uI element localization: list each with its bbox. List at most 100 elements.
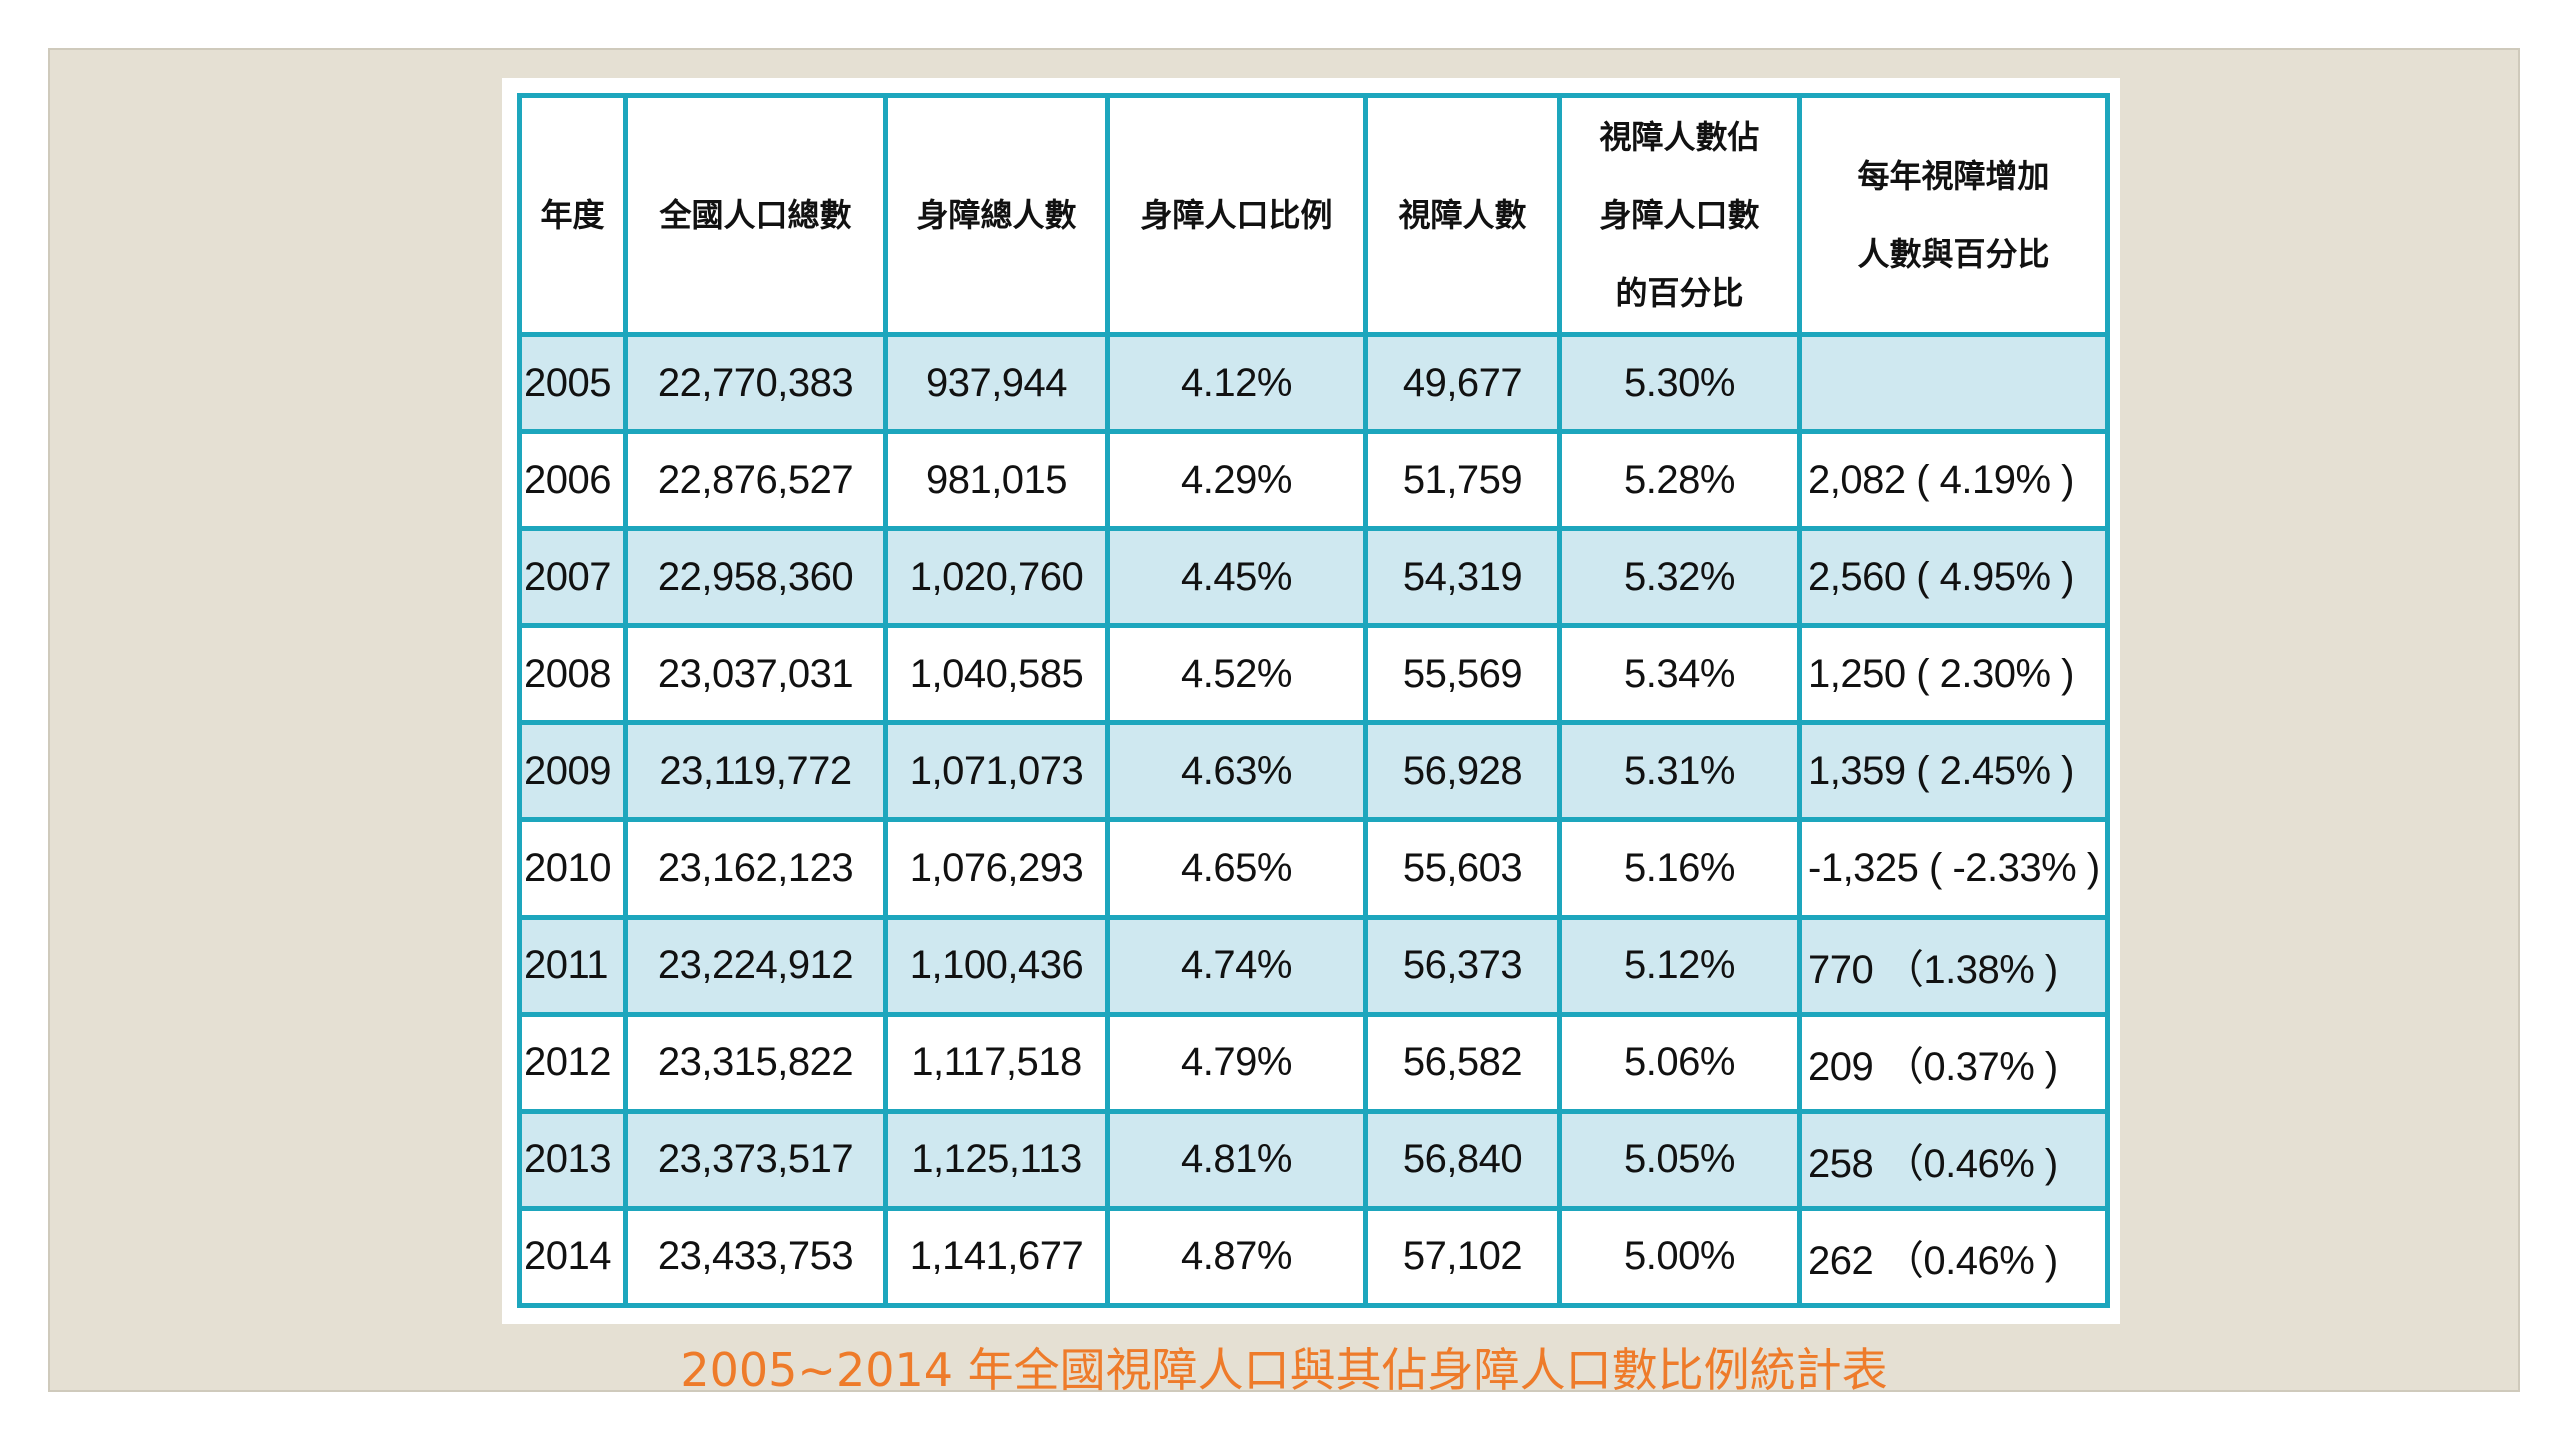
table-cell: 5.06% [1557, 1011, 1802, 1114]
table-cell: 258 （0.46% ) [1797, 1108, 2110, 1211]
table-row: 2014 23,433,753 1,141,677 4.87% 57,102 5.00% 2… [517, 1205, 2110, 1309]
table-cell: 4.65% [1105, 817, 1368, 920]
table-cell: 1,250 ( 2.30% ) [1797, 623, 2110, 726]
column-header-text: 每年視障增加 [1857, 157, 2050, 195]
table-cell: 56,840 [1363, 1108, 1562, 1211]
table-cell: 5.34% [1557, 623, 1802, 726]
table-cell: 1,117,518 [883, 1011, 1110, 1114]
column-header-text: 全國人口總數 [659, 196, 852, 234]
table-cell: 22,958,360 [623, 526, 888, 629]
slide-background: 年度 全國人口總數 身障總人數 身障人口比例 視障人數 視障人數佔 身障人口數 的百分比 每年視… [48, 48, 2520, 1397]
column-header: 每年視障增加 人數與百分比 [1797, 93, 2110, 337]
table-row: 2005 22,770,383 937,944 4.12% 49,677 5.30% [517, 331, 2110, 435]
table-row: 2009 23,119,772 1,071,073 4.63% 56,928 5.31% 1… [517, 720, 2110, 823]
table-card: 年度 全國人口總數 身障總人數 身障人口比例 視障人數 視障人數佔 身障人口數 的百分比 每年視… [502, 78, 2120, 1324]
table-cell: 5.31% [1557, 720, 1802, 823]
table-row: 2012 23,315,822 1,117,518 4.79% 56,582 5.06% 2… [517, 1011, 2110, 1114]
table-cell: 23,224,912 [623, 914, 888, 1017]
table-cell: 262 （0.46% ) [1797, 1205, 2110, 1309]
table-row: 2006 22,876,527 981,015 4.29% 51,759 5.28% 2,0… [517, 429, 2110, 532]
table-cell: 1,076,293 [883, 817, 1110, 920]
table-cell: 5.12% [1557, 914, 1802, 1017]
table-cell: 4.12% [1105, 331, 1368, 435]
table-row: 2013 23,373,517 1,125,113 4.81% 56,840 5.05% 2… [517, 1108, 2110, 1211]
table-cell: 2007 [517, 526, 628, 629]
column-header-text: 年度 [540, 196, 605, 234]
table-row: 2011 23,224,912 1,100,436 4.74% 56,373 5.12% 7… [517, 914, 2110, 1017]
table-cell: 5.16% [1557, 817, 1802, 920]
table-cell: 1,040,585 [883, 623, 1110, 726]
table-cell: 1,020,760 [883, 526, 1110, 629]
column-header: 年度 [517, 93, 628, 337]
table-cell: 55,603 [1363, 817, 1562, 920]
table-cell: 2010 [517, 817, 628, 920]
table-row: 2010 23,162,123 1,076,293 4.65% 55,603 5.16% -… [517, 817, 2110, 920]
table-cell: 4.81% [1105, 1108, 1368, 1211]
table-cell: 1,125,113 [883, 1108, 1110, 1211]
table-cell: 4.45% [1105, 526, 1368, 629]
table-cell: 4.52% [1105, 623, 1368, 726]
table-cell [1797, 331, 2110, 435]
column-header: 身障人口比例 [1105, 93, 1368, 337]
table-cell: 1,141,677 [883, 1205, 1110, 1309]
table-cell: 937,944 [883, 331, 1110, 435]
table-cell: -1,325 ( -2.33% ) [1797, 817, 2110, 920]
column-header-text: 人數與百分比 [1857, 235, 2050, 273]
column-header-text: 視障人數 [1398, 196, 1527, 234]
column-header: 全國人口總數 [623, 93, 888, 337]
table-cell: 22,770,383 [623, 331, 888, 435]
table-cell: 51,759 [1363, 429, 1562, 532]
table-cell: 4.87% [1105, 1205, 1368, 1309]
table-cell: 2006 [517, 429, 628, 532]
table-cell: 5.05% [1557, 1108, 1802, 1211]
table-cell: 23,373,517 [623, 1108, 888, 1211]
table-cell: 5.32% [1557, 526, 1802, 629]
table-cell: 770 （1.38% ) [1797, 914, 2110, 1017]
table-cell: 23,119,772 [623, 720, 888, 823]
table-cell: 2013 [517, 1108, 628, 1211]
table-body: 2005 22,770,383 937,944 4.12% 49,677 5.30% 200… [517, 331, 2110, 1309]
table-cell: 5.00% [1557, 1205, 1802, 1309]
table-cell: 2012 [517, 1011, 628, 1114]
column-header-text: 身障人口比例 [1140, 196, 1333, 234]
table-cell: 981,015 [883, 429, 1110, 532]
statistics-table: 年度 全國人口總數 身障總人數 身障人口比例 視障人數 視障人數佔 身障人口數 的百分比 每年視… [517, 93, 2110, 1309]
table-row: 2008 23,037,031 1,040,585 4.52% 55,569 5.34% 1… [517, 623, 2110, 726]
table-cell: 2005 [517, 331, 628, 435]
table-cell: 22,876,527 [623, 429, 888, 532]
column-header: 視障人數 [1363, 93, 1562, 337]
header-row: 年度 全國人口總數 身障總人數 身障人口比例 視障人數 視障人數佔 身障人口數 的百分比 每年視… [517, 93, 2110, 337]
table-cell: 23,315,822 [623, 1011, 888, 1114]
table-cell: 1,071,073 [883, 720, 1110, 823]
table-cell: 56,928 [1363, 720, 1562, 823]
table-cell: 4.79% [1105, 1011, 1368, 1114]
table-cell: 57,102 [1363, 1205, 1562, 1309]
column-header-text: 的百分比 [1615, 274, 1744, 312]
column-header-text: 身障總人數 [916, 196, 1077, 234]
table-cell: 23,433,753 [623, 1205, 888, 1309]
table-cell: 209 （0.37% ) [1797, 1011, 2110, 1114]
table-caption: 2005~2014 年全國視障人口與其佔身障人口數比例統計表 [680, 1343, 1888, 1397]
table-cell: 5.30% [1557, 331, 1802, 435]
table-row: 2007 22,958,360 1,020,760 4.45% 54,319 5.32% 2… [517, 526, 2110, 629]
table-cell: 55,569 [1363, 623, 1562, 726]
column-header-text: 視障人數佔 [1599, 118, 1760, 156]
table-cell: 2011 [517, 914, 628, 1017]
table-cell: 2008 [517, 623, 628, 726]
column-header: 視障人數佔身障人口數的百分比 [1557, 93, 1802, 337]
table-cell: 49,677 [1363, 331, 1562, 435]
column-header-text: 身障人口數 [1599, 196, 1760, 234]
table-cell: 1,100,436 [883, 914, 1110, 1017]
table-cell: 2014 [517, 1205, 628, 1309]
table-cell: 4.63% [1105, 720, 1368, 823]
table-cell: 56,582 [1363, 1011, 1562, 1114]
table-cell: 23,162,123 [623, 817, 888, 920]
column-header: 身障總人數 [883, 93, 1110, 337]
table-cell: 2,560 ( 4.95% ) [1797, 526, 2110, 629]
table-cell: 2009 [517, 720, 628, 823]
table-cell: 54,319 [1363, 526, 1562, 629]
table-cell: 4.29% [1105, 429, 1368, 532]
table-cell: 23,037,031 [623, 623, 888, 726]
table-cell: 4.74% [1105, 914, 1368, 1017]
table-cell: 5.28% [1557, 429, 1802, 532]
